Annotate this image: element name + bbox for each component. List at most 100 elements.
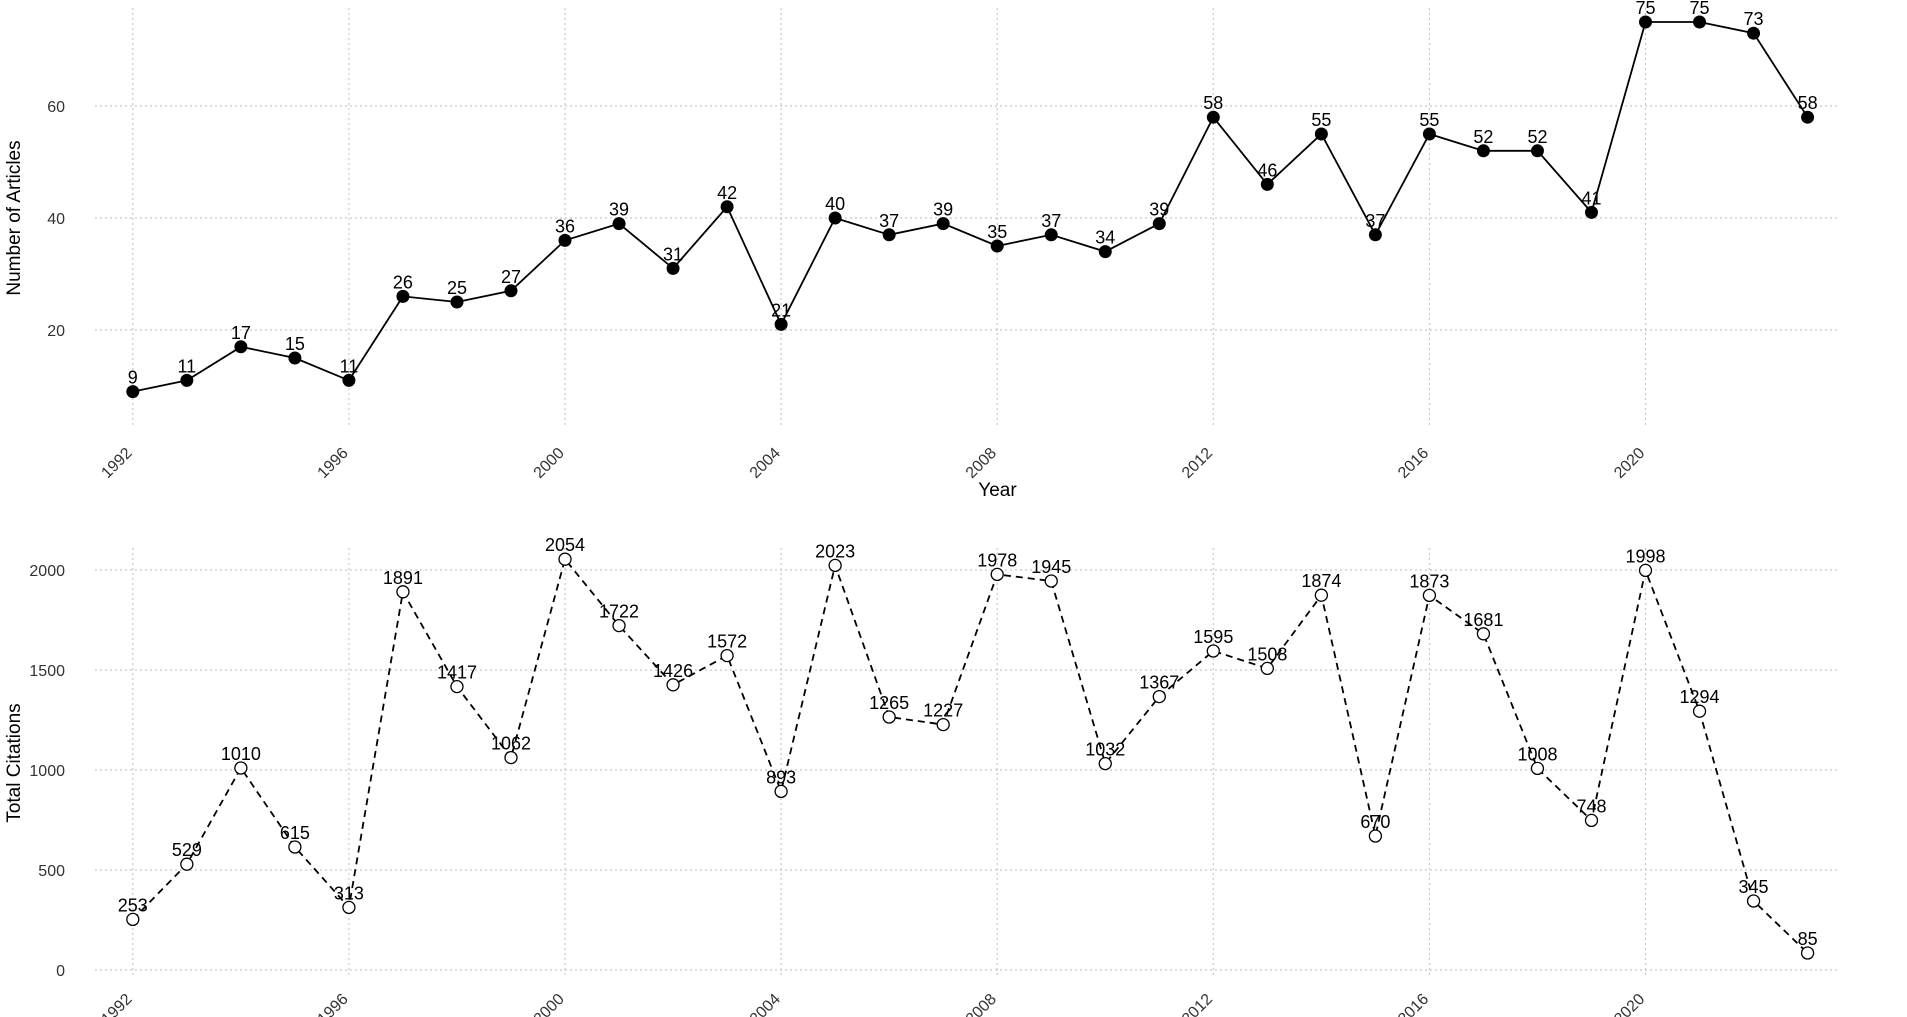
citations-data-point — [288, 840, 302, 854]
citations-data-point — [1206, 644, 1220, 658]
citations-data-label: 529 — [172, 840, 202, 860]
articles-data-label: 58 — [1203, 93, 1223, 113]
articles-x-axis-label: Year — [978, 480, 1017, 501]
citations-data-label: 1367 — [1139, 673, 1179, 693]
citations-data-label: 1008 — [1517, 744, 1557, 764]
articles-data-label: 73 — [1744, 9, 1764, 29]
citations-data-point — [828, 558, 842, 573]
citations-data-point — [1422, 588, 1437, 603]
articles-data-label: 26 — [393, 272, 413, 292]
citations-x-tick-label: 2012 — [1179, 991, 1216, 1017]
citations-y-axis-label: Total Citations — [4, 703, 25, 822]
citations-data-point — [234, 761, 248, 775]
articles-data-point — [1801, 110, 1815, 124]
citations-data-point — [1530, 761, 1545, 776]
articles-data-point — [882, 228, 896, 242]
citations-data-point — [774, 784, 788, 799]
articles-data-label: 41 — [1581, 188, 1601, 208]
articles-data-label: 11 — [340, 356, 359, 376]
articles-x-tick-label: 1992 — [98, 445, 135, 482]
articles-data-label: 39 — [933, 200, 953, 220]
citations-x-tick-label: 2004 — [747, 991, 784, 1017]
citations-data-point — [1044, 574, 1058, 588]
articles-data-point — [342, 373, 356, 387]
articles-data-point — [1098, 245, 1112, 259]
articles-x-tick-label: 2008 — [963, 445, 1000, 482]
articles-data-point — [936, 217, 950, 231]
citations-data-point — [1152, 689, 1166, 704]
citations-data-point — [1260, 661, 1274, 676]
articles-gridlines — [95, 8, 1840, 428]
articles-data-label: 39 — [609, 200, 629, 220]
citations-data-label: 1722 — [599, 602, 639, 622]
articles-data-label: 15 — [285, 334, 305, 354]
articles-data-point — [1530, 144, 1544, 158]
citations-data-point — [612, 618, 626, 633]
articles-data-point — [1260, 177, 1274, 191]
articles-data-label: 55 — [1311, 110, 1331, 130]
citations-series-line — [132, 557, 1809, 954]
articles-data-point — [1206, 110, 1220, 124]
citations-data-label: 615 — [280, 823, 310, 843]
citations-data-point — [1476, 627, 1491, 641]
citations-y-tick-label: 1500 — [29, 663, 65, 680]
articles-series-line — [132, 21, 1809, 393]
citations-x-tick-label: 2020 — [1611, 991, 1648, 1017]
citations-data-label: 1227 — [923, 701, 963, 721]
articles-data-label: 75 — [1635, 0, 1655, 18]
articles-y-tick-label: 20 — [47, 323, 65, 340]
citations-data-label: 1294 — [1680, 687, 1720, 707]
citations-x-tick-label: 2000 — [531, 991, 568, 1017]
articles-per-year-chart: Number of Articles Year 20 40 60 1992 1996 20… — [4, 0, 1840, 501]
citations-data-point — [1584, 813, 1599, 828]
articles-data-label: 52 — [1527, 127, 1547, 147]
articles-data-label: 55 — [1419, 110, 1439, 130]
citations-data-label: 345 — [1739, 877, 1769, 897]
articles-data-point — [396, 289, 410, 303]
citations-y-tick-label: 0 — [56, 963, 65, 980]
articles-data-point — [990, 239, 1004, 253]
citations-data-point — [990, 567, 1004, 582]
citations-data-label: 748 — [1576, 796, 1606, 816]
citations-data-point — [180, 857, 194, 871]
articles-data-point — [450, 295, 464, 309]
articles-data-label: 39 — [1149, 200, 1169, 220]
citations-x-tick-label: 2008 — [963, 991, 1000, 1017]
citations-data-label: 1417 — [437, 663, 477, 683]
citations-data-point — [936, 717, 950, 732]
citations-data-label: 313 — [334, 883, 364, 903]
citations-y-tick-label: 1000 — [29, 763, 65, 780]
articles-data-point — [828, 211, 842, 225]
articles-data-label: 34 — [1095, 228, 1115, 248]
articles-data-point — [126, 385, 140, 399]
articles-y-tick-label: 60 — [47, 99, 65, 116]
citations-data-point — [1800, 946, 1815, 960]
citations-data-label: 893 — [766, 767, 796, 787]
citations-data-point — [342, 900, 356, 915]
citations-data-point — [1692, 704, 1707, 718]
articles-data-point — [1584, 205, 1598, 219]
articles-data-point — [1476, 144, 1490, 158]
citations-data-point — [396, 585, 410, 599]
citations-data-point — [1638, 563, 1653, 578]
articles-data-label: 52 — [1473, 127, 1493, 147]
citations-data-label: 1265 — [869, 693, 909, 713]
citations-x-tick-label: 1996 — [315, 991, 352, 1017]
articles-data-label: 46 — [1257, 160, 1277, 180]
articles-data-point — [666, 261, 680, 275]
citations-data-point — [720, 648, 734, 663]
citations-data-point — [666, 678, 680, 692]
articles-data-label: 42 — [717, 183, 737, 203]
citations-data-label: 1508 — [1247, 644, 1287, 664]
articles-data-label: 25 — [447, 278, 467, 298]
articles-data-point — [1368, 228, 1382, 242]
articles-x-tick-label: 2000 — [531, 445, 568, 482]
articles-data-point — [1422, 127, 1436, 141]
articles-data-point — [1747, 26, 1761, 40]
articles-data-label: 11 — [177, 356, 196, 376]
articles-y-tick-label: 40 — [47, 211, 65, 228]
articles-data-point — [1044, 228, 1058, 242]
articles-data-point — [720, 200, 734, 214]
articles-data-point — [1152, 217, 1166, 231]
